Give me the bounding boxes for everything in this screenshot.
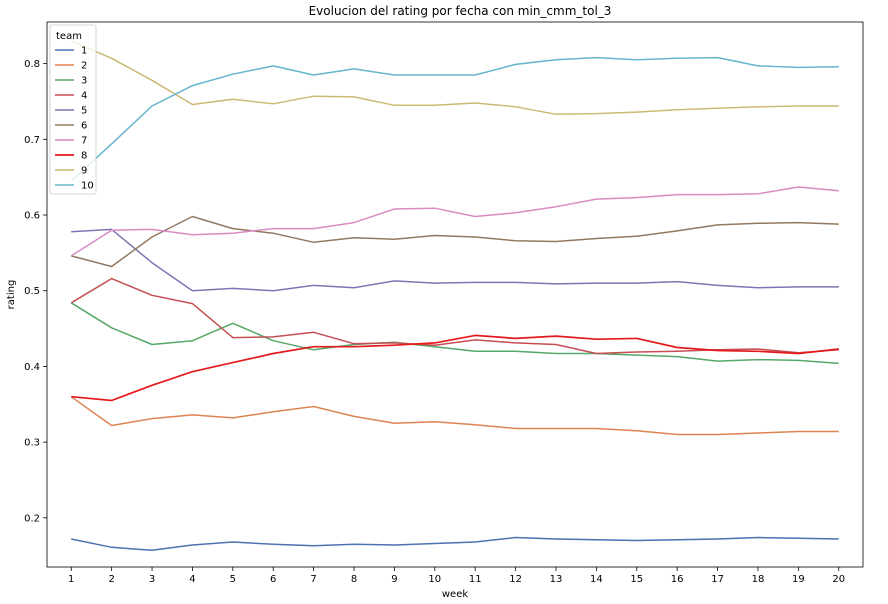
x-tick-label: 18 bbox=[752, 574, 765, 585]
legend-label-team-10: 10 bbox=[81, 181, 94, 192]
series-line-team-3 bbox=[70, 302, 839, 365]
legend-label-team-5: 5 bbox=[81, 106, 87, 117]
x-tick-label: 5 bbox=[230, 574, 236, 585]
series-line-team-9 bbox=[70, 40, 839, 116]
legend-label-team-4: 4 bbox=[81, 91, 87, 102]
x-tick-label: 6 bbox=[270, 574, 276, 585]
x-tick-label: 7 bbox=[310, 574, 316, 585]
series-lines bbox=[70, 40, 839, 552]
y-tick-label: 0.8 bbox=[24, 59, 40, 70]
x-tick-label: 17 bbox=[711, 574, 724, 585]
x-tick-label: 4 bbox=[189, 574, 195, 585]
x-tick-label: 16 bbox=[671, 574, 684, 585]
legend-items: 1 2 3 4 5 6 7 8 9 10 bbox=[55, 46, 94, 192]
legend-title: team bbox=[56, 31, 82, 42]
plot-frame bbox=[46, 21, 864, 568]
x-tick-label: 9 bbox=[391, 574, 397, 585]
legend-label-team-3: 3 bbox=[81, 76, 87, 87]
x-tick-label: 1 bbox=[68, 574, 74, 585]
x-axis-label: week bbox=[442, 589, 468, 600]
x-tick-label: 15 bbox=[630, 574, 643, 585]
x-tick-label: 3 bbox=[149, 574, 155, 585]
legend-label-team-7: 7 bbox=[81, 136, 87, 147]
series-line-team-8 bbox=[71, 334, 839, 402]
legend: team 1 2 3 4 5 6 7 8 9 10 bbox=[49, 24, 97, 195]
y-tick-label: 0.6 bbox=[24, 211, 40, 222]
legend-label-team-9: 9 bbox=[81, 166, 87, 177]
x-tick-label: 13 bbox=[550, 574, 563, 585]
series-line-team-5 bbox=[71, 228, 839, 292]
legend-label-team-1: 1 bbox=[81, 46, 87, 57]
y-tick-label: 0.2 bbox=[24, 513, 40, 524]
chart-title: Evolucion del rating por fecha con min_c… bbox=[309, 4, 612, 18]
series-line-team-7 bbox=[70, 186, 839, 257]
y-tick-label: 0.5 bbox=[24, 286, 40, 297]
x-tick-label: 20 bbox=[832, 574, 845, 585]
y-tick-label: 0.7 bbox=[24, 135, 40, 146]
x-tick-label: 14 bbox=[590, 574, 603, 585]
y-axis-label: rating bbox=[6, 280, 17, 310]
y-tick-label: 0.4 bbox=[24, 362, 40, 373]
series-line-team-1 bbox=[71, 536, 839, 552]
series-line-team-4 bbox=[70, 277, 839, 355]
legend-label-team-6: 6 bbox=[81, 121, 87, 132]
y-axis: 0.2 0.3 0.4 0.5 0.6 0.7 0.8 bbox=[24, 59, 47, 524]
x-tick-label: 10 bbox=[428, 574, 441, 585]
series-line-team-6 bbox=[71, 215, 839, 268]
series-line-team-2 bbox=[70, 396, 839, 436]
x-tick-label: 12 bbox=[509, 574, 522, 585]
x-tick-label: 11 bbox=[469, 574, 482, 585]
x-axis: 1 2 3 4 5 6 7 8 9 10 11 12 13 14 15 16 17 18 19 20 bbox=[68, 567, 845, 585]
y-tick-label: 0.3 bbox=[24, 438, 40, 449]
legend-label-team-2: 2 bbox=[81, 61, 87, 72]
legend-label-team-8: 8 bbox=[81, 151, 87, 162]
x-tick-label: 8 bbox=[351, 574, 357, 585]
series-line-team-10 bbox=[70, 56, 839, 182]
x-tick-label: 2 bbox=[108, 574, 114, 585]
x-tick-label: 19 bbox=[792, 574, 805, 585]
